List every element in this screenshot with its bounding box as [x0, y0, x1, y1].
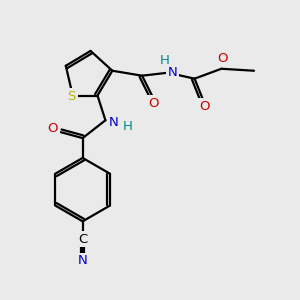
Text: O: O [48, 122, 58, 135]
Text: N: N [109, 116, 118, 129]
Text: N: N [168, 66, 178, 79]
Text: N: N [78, 254, 88, 268]
Text: S: S [68, 90, 76, 103]
Text: O: O [149, 97, 159, 110]
Text: C: C [78, 233, 87, 246]
Text: H: H [122, 120, 132, 133]
Text: H: H [160, 54, 170, 67]
Text: O: O [217, 52, 228, 65]
Text: O: O [199, 100, 210, 113]
